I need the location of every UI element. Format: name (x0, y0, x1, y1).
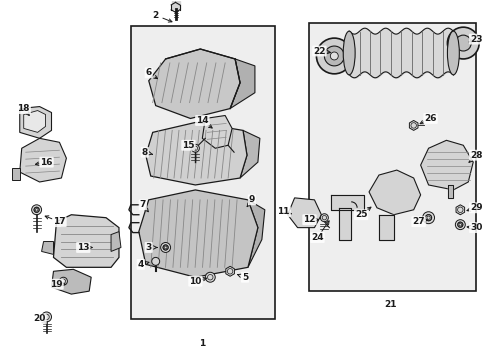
Circle shape (316, 38, 351, 74)
Text: 22: 22 (312, 46, 325, 55)
Text: 27: 27 (411, 217, 424, 226)
Circle shape (205, 272, 215, 282)
Polygon shape (171, 1, 179, 9)
Text: 1: 1 (199, 339, 205, 348)
Polygon shape (139, 190, 257, 277)
Polygon shape (240, 130, 259, 178)
Text: 5: 5 (242, 273, 247, 282)
Circle shape (457, 222, 462, 227)
Circle shape (425, 215, 431, 221)
Circle shape (330, 52, 338, 60)
Polygon shape (20, 107, 51, 138)
Circle shape (422, 212, 434, 224)
Text: 6: 6 (145, 68, 152, 77)
Circle shape (34, 207, 39, 212)
Circle shape (161, 243, 170, 252)
Circle shape (447, 27, 478, 59)
Text: 25: 25 (354, 210, 366, 219)
Polygon shape (408, 121, 417, 130)
Text: 17: 17 (53, 217, 65, 226)
Polygon shape (53, 215, 119, 267)
Text: 30: 30 (469, 223, 481, 232)
Text: 28: 28 (469, 151, 482, 160)
Polygon shape (378, 215, 393, 239)
Polygon shape (447, 185, 452, 198)
Text: 19: 19 (50, 280, 62, 289)
Text: 11: 11 (277, 207, 289, 216)
Polygon shape (20, 138, 66, 182)
Text: 8: 8 (142, 148, 147, 157)
Polygon shape (12, 168, 20, 180)
Text: 24: 24 (310, 233, 323, 242)
Polygon shape (225, 266, 234, 276)
Text: 15: 15 (182, 141, 194, 150)
Polygon shape (287, 198, 321, 228)
Text: 21: 21 (384, 300, 396, 309)
Polygon shape (420, 140, 472, 190)
Ellipse shape (343, 31, 354, 75)
Circle shape (454, 35, 470, 51)
Text: 13: 13 (77, 243, 89, 252)
Text: 14: 14 (196, 116, 208, 125)
Polygon shape (148, 49, 240, 118)
Text: 29: 29 (469, 203, 482, 212)
Text: 12: 12 (303, 215, 315, 224)
Circle shape (454, 220, 464, 230)
Bar (131, 26, 274, 319)
Polygon shape (41, 242, 53, 255)
Bar (309, 23, 475, 291)
Circle shape (320, 214, 327, 222)
Circle shape (60, 277, 67, 285)
Polygon shape (145, 122, 246, 185)
Polygon shape (331, 195, 364, 210)
Text: 9: 9 (248, 195, 255, 204)
Polygon shape (455, 205, 464, 215)
Text: 20: 20 (33, 314, 46, 323)
Circle shape (41, 312, 51, 322)
Polygon shape (24, 111, 45, 132)
Text: 26: 26 (424, 114, 436, 123)
Polygon shape (202, 116, 232, 148)
Polygon shape (230, 59, 254, 109)
Circle shape (191, 144, 199, 152)
Text: 3: 3 (145, 243, 152, 252)
Ellipse shape (447, 31, 458, 75)
Polygon shape (51, 269, 91, 294)
Polygon shape (368, 170, 420, 215)
Text: 10: 10 (189, 277, 201, 286)
Text: 23: 23 (469, 35, 482, 44)
Circle shape (151, 257, 160, 265)
Text: 16: 16 (40, 158, 53, 167)
Text: 7: 7 (139, 200, 146, 209)
Text: 4: 4 (137, 260, 143, 269)
Polygon shape (111, 231, 121, 251)
Text: 2: 2 (152, 11, 159, 20)
Polygon shape (339, 208, 350, 239)
Circle shape (324, 46, 344, 66)
Polygon shape (247, 200, 264, 267)
Circle shape (32, 205, 41, 215)
Circle shape (163, 245, 168, 250)
Text: 18: 18 (18, 104, 30, 113)
